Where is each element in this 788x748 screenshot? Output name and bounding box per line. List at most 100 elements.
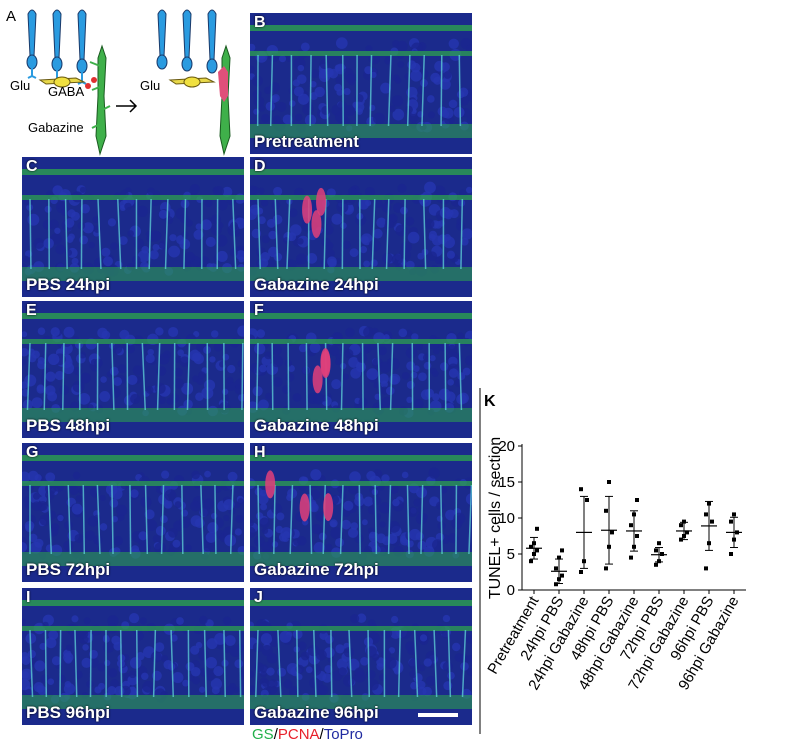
nucleus (342, 240, 351, 249)
nucleus (392, 108, 405, 121)
micrograph-texture (22, 313, 244, 422)
micrograph-texture (250, 600, 472, 709)
nucleus (258, 399, 269, 411)
nucleus (288, 100, 296, 107)
data-point (729, 519, 733, 524)
schematic-panel-a: A (6, 6, 244, 156)
data-point (685, 530, 689, 535)
muller-fiber (170, 629, 175, 698)
muller-fiber (141, 342, 147, 411)
nucleus (54, 370, 65, 381)
muller-fiber (369, 54, 373, 127)
nucleus (83, 617, 91, 625)
gs-band-bottom (250, 124, 472, 138)
nucleus (300, 651, 310, 661)
pcna-cell (311, 210, 322, 239)
nucleus (363, 326, 374, 338)
nucleus (256, 329, 266, 338)
gs-band-bottom (22, 267, 244, 281)
data-point (560, 573, 564, 578)
nucleus (194, 518, 205, 529)
nucleus (99, 494, 106, 501)
nucleus (378, 373, 389, 384)
nucleus (72, 471, 81, 480)
nucleus (377, 346, 387, 356)
nucleus (296, 253, 307, 265)
muller-fiber (358, 484, 361, 555)
gs-band-mid (250, 51, 472, 56)
muller-fiber (374, 484, 378, 555)
muller-fiber (286, 198, 291, 270)
nucleus (44, 205, 52, 213)
nucleus (287, 364, 295, 372)
nucleus (45, 385, 56, 396)
panel-letter-g: G (26, 444, 39, 461)
gaba-label: GABA (48, 84, 85, 99)
nucleus (277, 667, 287, 677)
nucleus (250, 379, 255, 388)
nucleus (260, 252, 270, 262)
nucleus (266, 218, 276, 228)
nucleus (195, 223, 203, 231)
nucleus (440, 486, 448, 494)
panel-letter-a: A (6, 8, 17, 25)
muller-fiber (309, 484, 313, 555)
data-point (660, 552, 664, 556)
nucleus (401, 471, 409, 479)
gs-band-top (22, 455, 244, 461)
nucleus (396, 40, 408, 52)
gs-band-mid (22, 481, 244, 486)
nucleus (292, 629, 303, 640)
nucleus (350, 614, 360, 624)
pcna-cell (302, 195, 313, 224)
nucleus (381, 202, 392, 213)
nucleus (189, 183, 200, 195)
muller-fiber (447, 629, 452, 698)
legend-sep-1: / (273, 726, 278, 743)
nucleus (418, 664, 426, 672)
nucleus (24, 501, 34, 510)
nucleus (109, 366, 119, 376)
nucleus (465, 186, 472, 194)
nucleus (79, 186, 87, 193)
nucleus (158, 396, 166, 405)
nucleus (283, 679, 293, 689)
nucleus (109, 498, 119, 508)
nucleus (192, 676, 201, 685)
legend-pcna: PCNA (277, 726, 320, 743)
micrograph-texture (22, 169, 244, 281)
nucleus (359, 246, 368, 254)
muller-fiber (305, 342, 308, 411)
muller-fiber (26, 342, 31, 411)
nucleus (465, 635, 472, 644)
nucleus (459, 95, 470, 106)
nucleus (127, 675, 138, 686)
micrograph-texture (250, 169, 472, 281)
nucleus (432, 393, 440, 401)
muller-fiber (271, 342, 274, 411)
nucleus (65, 644, 73, 652)
nucleus (292, 79, 300, 87)
nucleus (365, 45, 373, 53)
muller-fiber (277, 629, 282, 698)
nucleus (29, 541, 42, 554)
nucleus (276, 101, 287, 112)
data-point (629, 523, 633, 528)
muller-fiber (403, 198, 406, 270)
nucleus (405, 216, 415, 226)
nucleus (398, 328, 408, 338)
nucleus (360, 656, 369, 666)
nucleus (40, 674, 50, 684)
nucleus (152, 534, 161, 543)
nucleus (443, 71, 452, 79)
nucleus (36, 384, 45, 392)
muller-fiber (440, 54, 443, 127)
muller-fiber (348, 629, 353, 698)
gabazine-label: Gabazine (28, 120, 84, 135)
muller-fiber (367, 629, 370, 698)
nucleus (173, 367, 183, 377)
nucleus (45, 483, 57, 495)
gs-band-bottom (22, 408, 244, 422)
nucleus (222, 616, 232, 625)
caption-c: PBS 24hpi (26, 275, 111, 294)
